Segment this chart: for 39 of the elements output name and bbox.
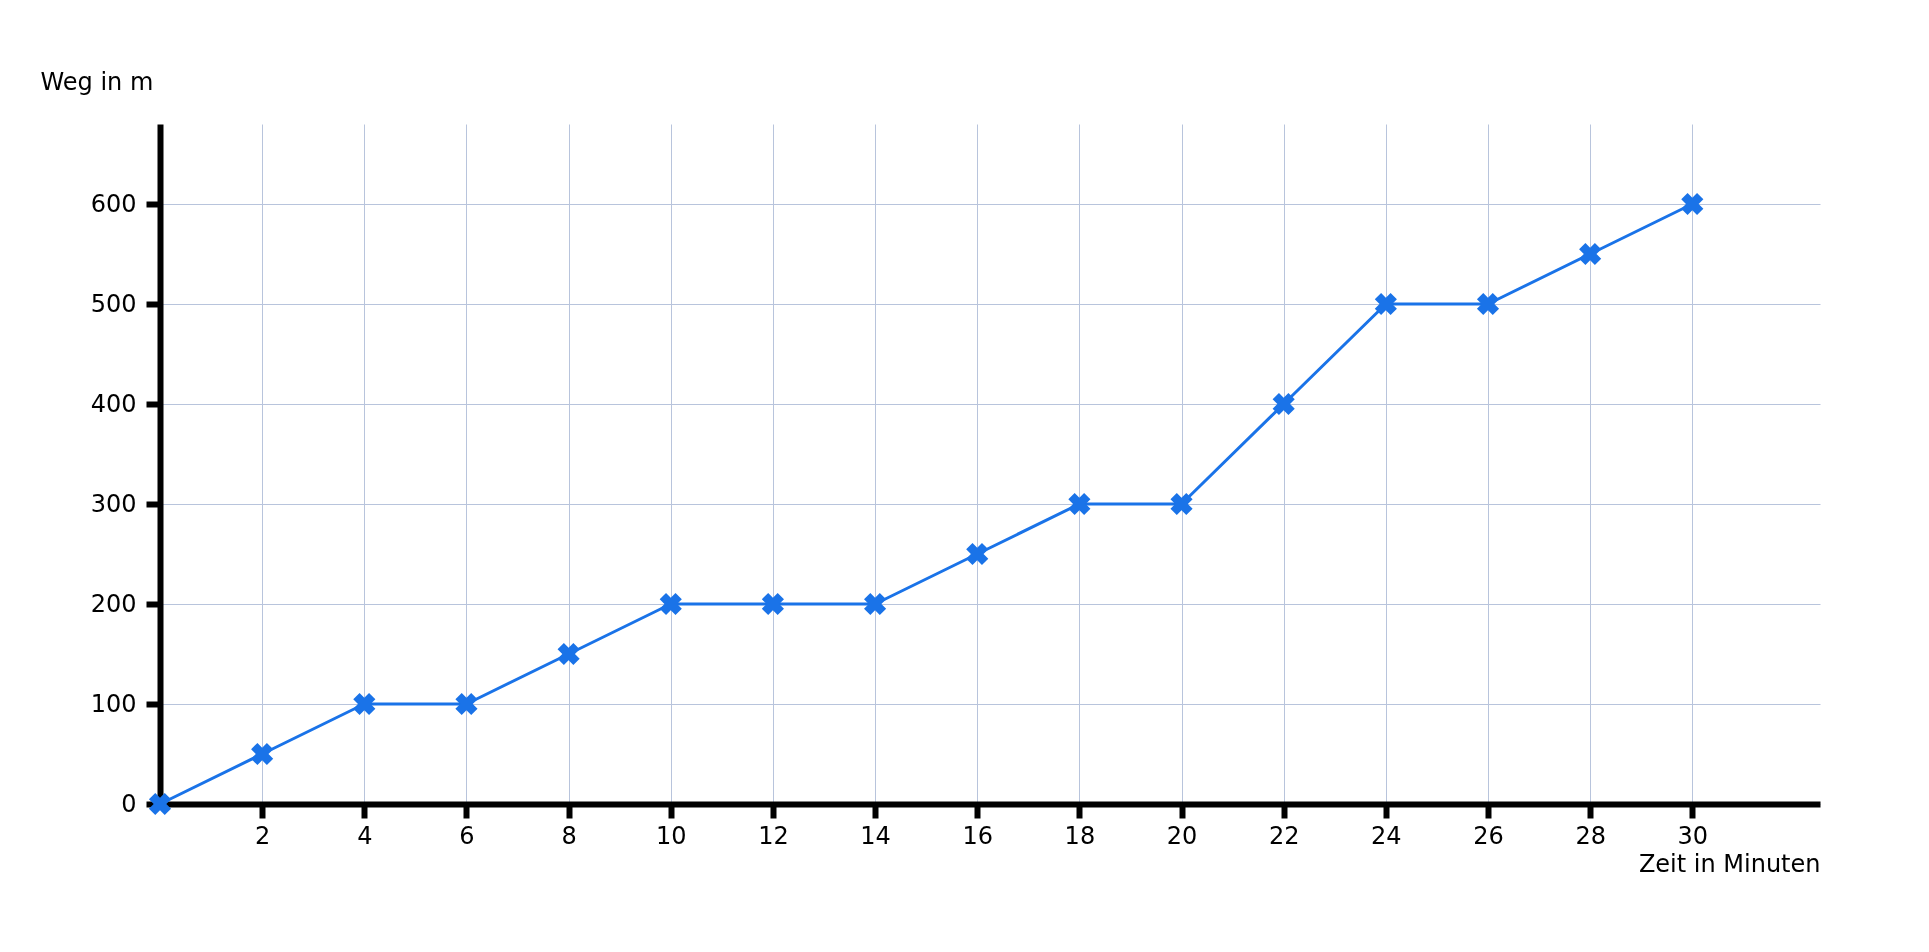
y-tick-label: 400: [90, 389, 137, 418]
y-tick-label: 100: [90, 689, 137, 718]
y-tick-label: 0: [121, 789, 137, 818]
x-tick-label: 22: [1268, 821, 1300, 850]
point: [557, 642, 580, 666]
y-tick-label: 200: [90, 589, 137, 618]
y-tick-label: 300: [90, 489, 137, 518]
point: [761, 592, 784, 616]
x-tick-label: 10: [656, 821, 687, 850]
y-tick-label: 500: [90, 289, 137, 318]
point: [864, 592, 887, 616]
point: [251, 742, 274, 766]
x-tick-label: 28: [1575, 821, 1606, 850]
point: [1170, 492, 1193, 516]
x-tick-label: 4: [357, 821, 373, 850]
x-tick-label: 8: [561, 821, 577, 850]
point: [1681, 192, 1704, 216]
x-tick-label: 16: [962, 821, 993, 850]
x-tick-label: 30: [1677, 821, 1709, 850]
point: [966, 542, 989, 566]
x-tick-label: 26: [1473, 821, 1504, 850]
point: [1068, 492, 1091, 516]
point: [659, 592, 682, 616]
point: [455, 692, 478, 716]
x-axis-title: Zeit in Minuten: [1638, 849, 1821, 878]
x-tick-label: 12: [758, 821, 789, 850]
point: [1579, 242, 1602, 266]
x-tick-label: 20: [1166, 821, 1198, 850]
point: [1476, 292, 1500, 316]
x-tick-label: 14: [860, 821, 891, 850]
x-tick-label: 2: [255, 821, 271, 850]
point: [1374, 292, 1397, 316]
point: [353, 692, 376, 716]
y-tick-label: 600: [90, 189, 137, 218]
x-tick-label: 6: [459, 821, 475, 850]
x-tick-label: 24: [1371, 821, 1402, 850]
y-axis-title: Weg in m: [40, 67, 154, 96]
point: [1272, 392, 1295, 416]
x-tick-label: 18: [1064, 821, 1096, 850]
